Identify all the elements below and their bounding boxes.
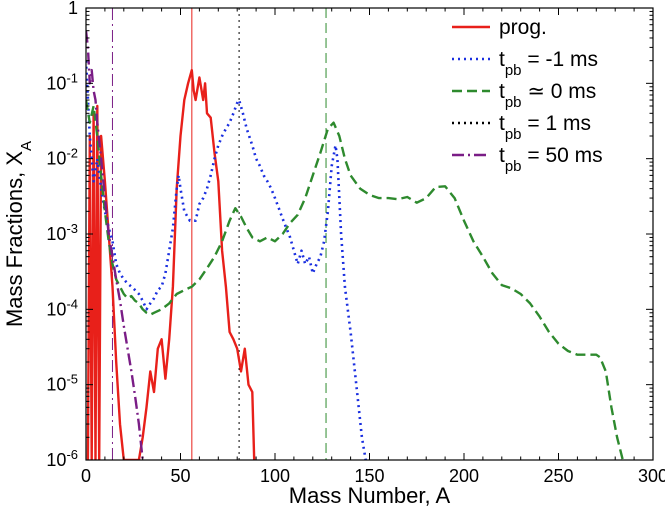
y-tick-label: 10-6 (46, 447, 78, 471)
plot-area (86, 8, 624, 460)
axis-ticks (85, 7, 654, 461)
y-axis-title-main: Mass Fractions, X (2, 151, 27, 327)
x-tick-label: 50 (170, 466, 190, 486)
legend-label-4: tpb = 50 ms (499, 144, 603, 175)
x-tick-label: 150 (354, 466, 384, 486)
series-line-1 (86, 60, 367, 460)
series-line-0 (86, 68, 256, 460)
series-line-4 (86, 30, 144, 460)
y-tick-label: 10-1 (46, 70, 78, 94)
x-tick-label: 250 (543, 466, 573, 486)
y-tick-label: 10-3 (46, 221, 78, 245)
y-axis-title: Mass Fractions, XA (2, 141, 35, 327)
plot-clip-group (86, 8, 624, 460)
legend-label-1: tpb = -1 ms (499, 48, 598, 79)
legend-label-3: tpb = 1 ms (499, 112, 591, 143)
y-tick-label: 10-4 (46, 296, 78, 320)
series-line-2 (86, 99, 624, 460)
tick-labels: 0 50 100 150 200 250 300 1 10-1 10-2 10-3 10-4 10-5 1… (46, 0, 665, 486)
y-tick-label: 10-2 (46, 145, 78, 169)
plot-frame (85, 7, 654, 461)
legend-label-0: prog. (499, 16, 547, 39)
x-axis-title: Mass Number, A (289, 483, 451, 508)
legend-label-2: tpb ≃ 0 ms (499, 80, 596, 111)
x-tick-label: 100 (260, 466, 290, 486)
y-axis-title-sub: A (18, 141, 35, 151)
x-tick-label: 200 (449, 466, 479, 486)
x-tick-label: 300 (638, 466, 665, 486)
y-tick-label: 10-5 (46, 371, 78, 395)
x-tick-label: 0 (81, 466, 91, 486)
y-tick-label: 1 (68, 0, 78, 18)
